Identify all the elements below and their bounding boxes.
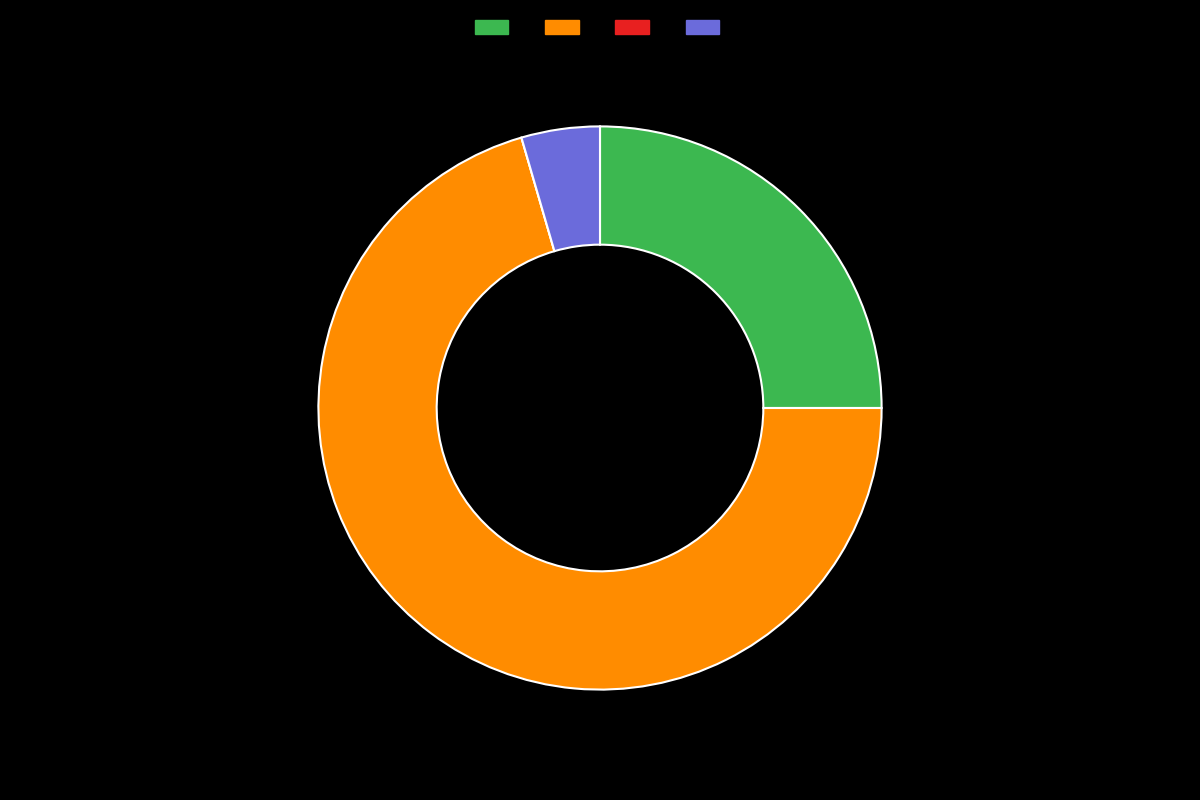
Wedge shape (318, 138, 882, 690)
Wedge shape (522, 126, 600, 251)
Wedge shape (522, 138, 554, 251)
Legend: , , , : , , , (469, 14, 731, 42)
Wedge shape (600, 126, 882, 408)
